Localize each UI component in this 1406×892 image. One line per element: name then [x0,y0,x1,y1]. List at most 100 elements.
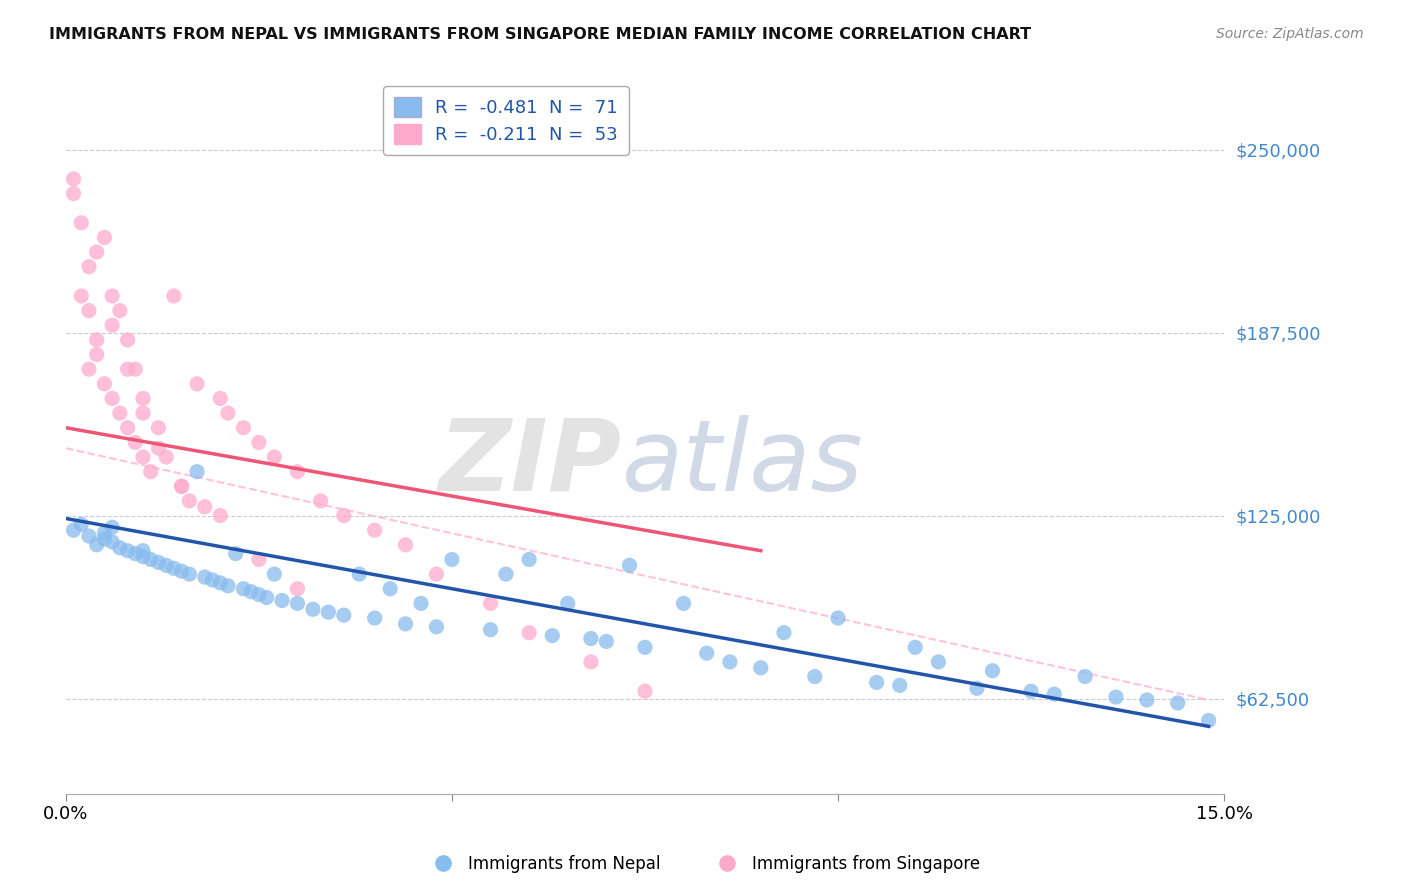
Point [232,582,254,596]
Point [194,500,217,514]
Point [479,623,502,637]
Point [1074,669,1097,683]
Point [155,558,177,573]
Point [619,558,641,573]
Point [318,605,340,619]
Point [77,362,100,376]
Point [86,538,108,552]
Point [541,629,564,643]
Point [132,450,155,464]
Point [696,646,718,660]
Point [517,625,540,640]
Point [170,479,193,493]
Point [263,450,285,464]
Point [124,362,146,376]
Point [394,616,416,631]
Point [634,640,657,655]
Point [247,435,270,450]
Point [93,532,115,546]
Point [194,570,217,584]
Point [309,494,332,508]
Point [595,634,617,648]
Point [333,608,356,623]
Point [117,543,139,558]
Point [440,552,463,566]
Point [287,465,309,479]
Point [70,289,93,303]
Point [108,541,131,555]
Point [240,584,263,599]
Point [132,543,155,558]
Point [927,655,949,669]
Point [333,508,356,523]
Point [163,561,186,575]
Point [101,318,124,333]
Point [966,681,988,696]
Text: ZIP: ZIP [439,415,621,512]
Point [827,611,849,625]
Point [425,620,447,634]
Point [256,591,278,605]
Point [1167,696,1189,710]
Point [904,640,927,655]
Point [479,596,502,610]
Point [77,303,100,318]
Point [77,529,100,543]
Point [247,588,270,602]
Point [672,596,695,610]
Point [117,421,139,435]
Point [201,573,224,587]
Point [209,392,232,406]
Point [101,289,124,303]
Point [425,567,447,582]
Point [70,216,93,230]
Point [148,555,170,569]
Point [263,567,285,582]
Point [209,575,232,590]
Point [163,289,186,303]
Legend: Immigrants from Nepal, Immigrants from Singapore: Immigrants from Nepal, Immigrants from S… [419,848,987,880]
Point [1198,714,1220,728]
Point [225,547,247,561]
Point [86,245,108,260]
Text: Source: ZipAtlas.com: Source: ZipAtlas.com [1216,27,1364,41]
Point [101,535,124,549]
Point [86,333,108,347]
Text: IMMIGRANTS FROM NEPAL VS IMMIGRANTS FROM SINGAPORE MEDIAN FAMILY INCOME CORRELAT: IMMIGRANTS FROM NEPAL VS IMMIGRANTS FROM… [49,27,1032,42]
Point [132,549,155,564]
Point [148,421,170,435]
Point [302,602,325,616]
Point [101,520,124,534]
Point [579,632,602,646]
Point [86,347,108,361]
Text: atlas: atlas [621,415,863,512]
Point [1105,690,1128,704]
Point [139,465,162,479]
Point [409,596,432,610]
Point [363,611,385,625]
Point [349,567,371,582]
Point [93,526,115,541]
Point [77,260,100,274]
Point [132,406,155,420]
Point [287,582,309,596]
Point [170,479,193,493]
Point [495,567,517,582]
Point [209,508,232,523]
Point [804,669,827,683]
Point [718,655,741,669]
Point [186,376,208,391]
Point [62,186,84,201]
Point [93,376,115,391]
Point [101,392,124,406]
Legend: R =  -0.481  N =  71, R =  -0.211  N =  53: R = -0.481 N = 71, R = -0.211 N = 53 [382,86,628,154]
Point [124,547,146,561]
Point [124,435,146,450]
Point [62,523,84,537]
Point [1043,687,1066,701]
Point [634,684,657,698]
Point [155,450,177,464]
Point [363,523,385,537]
Point [186,465,208,479]
Point [179,494,201,508]
